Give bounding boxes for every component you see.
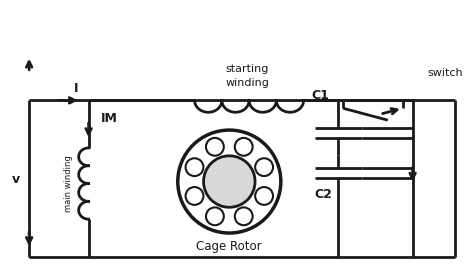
Text: switch: switch	[428, 68, 463, 78]
Text: v: v	[12, 173, 20, 186]
Text: starting: starting	[226, 64, 269, 74]
Text: IM: IM	[100, 112, 118, 125]
Text: main winding: main winding	[64, 155, 73, 212]
Text: C1: C1	[311, 89, 329, 102]
Text: C2: C2	[315, 188, 332, 201]
Circle shape	[203, 156, 255, 207]
Text: Cage Rotor: Cage Rotor	[197, 240, 262, 253]
Text: I: I	[73, 83, 78, 95]
Text: winding: winding	[225, 78, 269, 87]
